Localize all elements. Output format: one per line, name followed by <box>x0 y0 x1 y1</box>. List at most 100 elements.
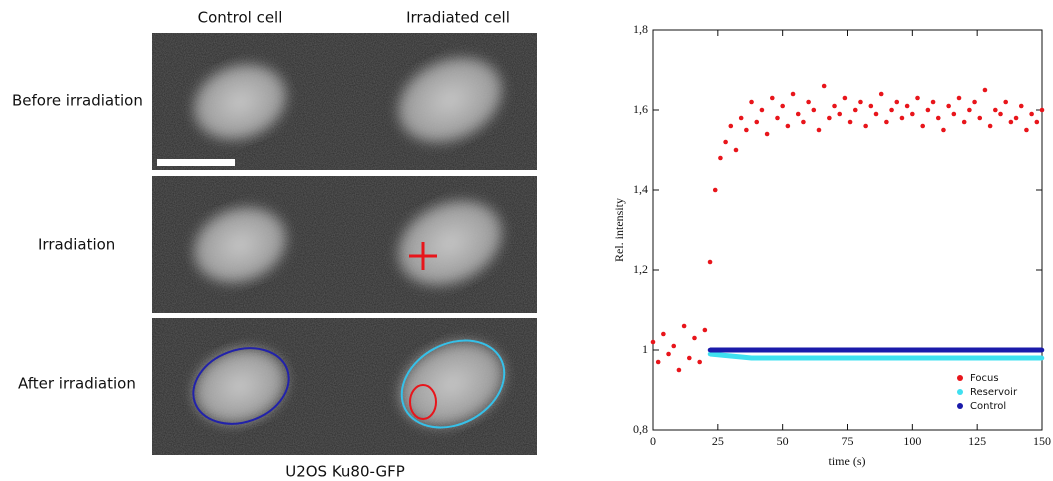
data-point <box>899 115 905 121</box>
data-point <box>894 99 900 105</box>
data-point <box>759 107 765 113</box>
data-point <box>712 187 718 193</box>
data-point <box>707 259 713 265</box>
data-point <box>769 355 775 361</box>
irradiation-cross <box>409 242 437 270</box>
row-label: After irradiation <box>18 375 136 393</box>
x-tick-label: 125 <box>968 434 986 448</box>
x-tick-label: 100 <box>903 434 921 448</box>
data-point <box>655 359 661 365</box>
data-point <box>661 331 666 337</box>
data-point <box>977 355 983 361</box>
data-point <box>764 131 770 137</box>
data-point <box>801 119 806 125</box>
data-point <box>1024 127 1029 133</box>
data-point <box>993 107 998 113</box>
data-point <box>1003 99 1008 105</box>
data-point <box>915 95 920 101</box>
data-point <box>749 347 754 353</box>
data-point <box>780 103 785 109</box>
data-point <box>915 347 920 353</box>
data-point <box>967 107 972 113</box>
data-point <box>873 355 879 361</box>
legend-label: Focus <box>970 373 999 384</box>
data-point <box>1008 119 1014 125</box>
data-point <box>738 115 744 121</box>
data-point <box>785 123 791 129</box>
y-tick-label: 1 <box>642 342 648 356</box>
data-point <box>1039 355 1045 361</box>
data-point <box>920 123 926 129</box>
data-point <box>972 99 977 105</box>
image-after <box>152 318 537 455</box>
data-point <box>956 347 962 353</box>
reservoir-roi <box>400 339 506 429</box>
data-point <box>930 99 936 105</box>
data-point <box>977 347 983 353</box>
y-axis-label: Rel. intensity <box>612 198 626 262</box>
data-point <box>723 139 728 145</box>
focus-roi <box>409 384 437 420</box>
data-point <box>806 99 811 105</box>
data-point <box>666 351 671 357</box>
data-point <box>775 115 780 121</box>
y-tick-label: 0,8 <box>633 422 648 436</box>
data-point <box>702 327 708 333</box>
data-point <box>671 343 677 349</box>
data-point <box>790 91 796 97</box>
data-point <box>728 347 734 353</box>
image-irradiation <box>152 176 537 313</box>
data-point <box>811 355 817 361</box>
data-point <box>1039 107 1045 113</box>
data-point <box>1029 111 1034 117</box>
y-tick-label: 1,2 <box>633 262 648 276</box>
data-point <box>707 347 713 353</box>
control-roi <box>192 347 290 425</box>
x-tick-label: 50 <box>777 434 789 448</box>
data-point <box>1013 115 1019 121</box>
data-point <box>946 103 951 109</box>
data-point <box>982 87 988 93</box>
data-point <box>1018 103 1024 109</box>
data-point <box>749 99 754 105</box>
data-point <box>956 355 962 361</box>
data-point <box>878 91 884 97</box>
data-point <box>832 347 837 353</box>
data-point <box>873 111 879 117</box>
x-tick-label: 75 <box>842 434 854 448</box>
data-point <box>998 347 1003 353</box>
scale-bar <box>157 159 235 166</box>
data-point <box>749 355 754 361</box>
y-tick-label: 1,6 <box>633 102 648 116</box>
data-point <box>910 111 915 117</box>
data-point <box>847 119 853 125</box>
data-point <box>1018 355 1024 361</box>
data-point <box>790 355 796 361</box>
data-point <box>863 123 868 129</box>
micrographs: Control cell Irradiated cell Before irra… <box>12 9 537 481</box>
data-point <box>868 103 874 109</box>
legend-label: Reservoir <box>970 387 1018 398</box>
data-point <box>1018 347 1024 353</box>
data-point <box>769 95 775 101</box>
caption: U2OS Ku80-GFP <box>285 463 405 481</box>
data-point <box>987 123 993 129</box>
data-point <box>816 127 822 133</box>
image-before <box>152 33 537 170</box>
legend-label: Control <box>970 401 1006 412</box>
x-tick-label: 0 <box>650 434 656 448</box>
data-point <box>733 147 739 153</box>
data-point <box>795 111 801 117</box>
data-point <box>832 355 837 361</box>
data-point <box>811 347 817 353</box>
data-point <box>961 119 967 125</box>
data-point <box>718 155 723 161</box>
row-label: Before irradiation <box>12 92 143 110</box>
y-tick-label: 1,8 <box>633 22 648 36</box>
data-point <box>951 111 957 117</box>
data-point <box>744 127 749 133</box>
data-point <box>852 347 858 353</box>
data-point <box>894 355 900 361</box>
